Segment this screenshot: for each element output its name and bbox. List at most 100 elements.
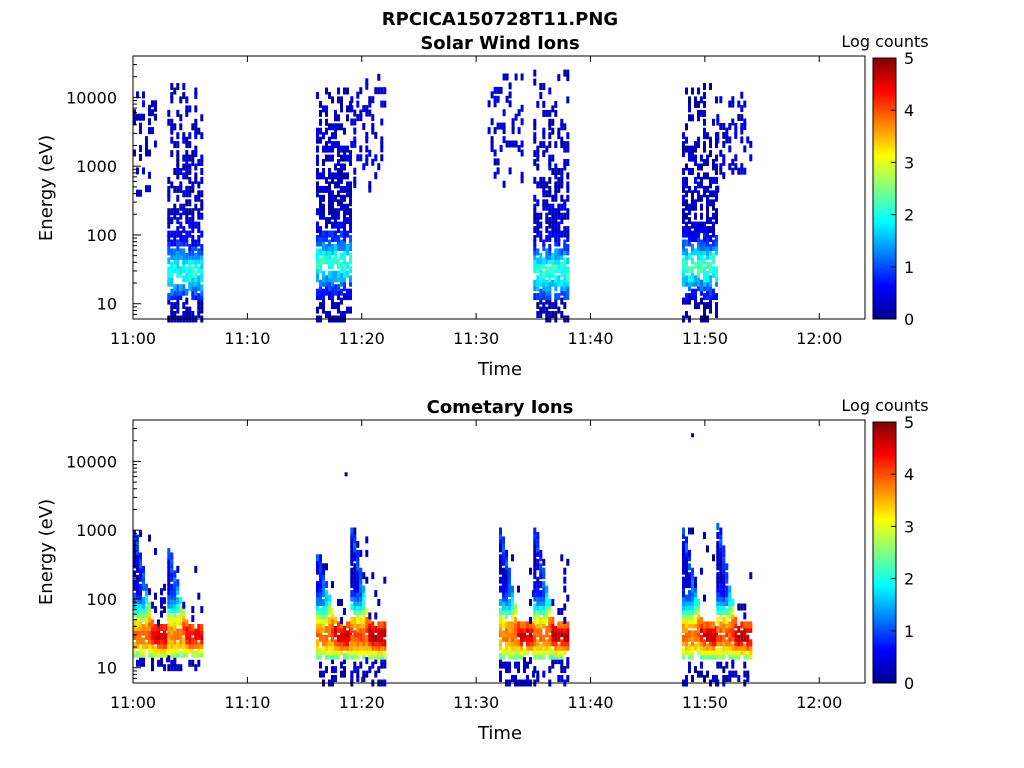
solar-wind-cell bbox=[700, 248, 703, 256]
cometary-cell bbox=[173, 579, 177, 587]
cometary-cell bbox=[170, 588, 174, 596]
cometary-cell bbox=[722, 608, 726, 615]
cometary-cell bbox=[337, 643, 340, 651]
solar-wind-cell bbox=[542, 109, 546, 117]
cometary-cell bbox=[167, 641, 171, 649]
solar-wind-cell bbox=[331, 288, 334, 296]
cometary-cell bbox=[539, 549, 543, 557]
solar-wind-cell bbox=[325, 279, 328, 287]
solar-wind-cell bbox=[316, 275, 319, 283]
solar-wind-cell bbox=[694, 100, 697, 108]
cometary-cell bbox=[173, 624, 177, 631]
cometary-cell bbox=[511, 599, 514, 606]
solar-wind-cell bbox=[728, 145, 732, 153]
cometary-cell bbox=[557, 652, 561, 660]
solar-wind-cell bbox=[340, 279, 343, 287]
cometary-cell bbox=[142, 583, 145, 591]
cometary-cell bbox=[359, 608, 363, 615]
cometary-cell bbox=[719, 536, 723, 544]
solar-wind-cell bbox=[715, 244, 718, 251]
cometary-cell bbox=[350, 576, 354, 584]
solar-wind-cell bbox=[343, 284, 346, 292]
cometary-cell bbox=[136, 632, 139, 640]
solar-wind-cell bbox=[548, 159, 552, 166]
solar-wind-cell bbox=[173, 235, 177, 242]
cometary-plot-frame bbox=[132, 419, 866, 684]
solar-wind-cell bbox=[542, 190, 546, 198]
solar-wind-cell bbox=[542, 261, 546, 269]
solar-wind-cell bbox=[365, 158, 369, 166]
solar-wind-cell bbox=[709, 176, 712, 184]
solar-wind-cell bbox=[173, 185, 177, 193]
solar-wind-cell bbox=[191, 221, 195, 229]
cometary-cell bbox=[133, 561, 136, 569]
cometary-cell bbox=[743, 603, 747, 611]
solar-wind-cell bbox=[560, 136, 564, 144]
cometary-cell bbox=[712, 675, 715, 682]
cometary-cell bbox=[731, 648, 735, 656]
solar-wind-cell bbox=[200, 248, 204, 256]
solar-wind-x-tick-label: 11:10 bbox=[224, 329, 270, 348]
cometary-cell bbox=[548, 603, 552, 611]
cometary-cell bbox=[148, 632, 151, 640]
solar-wind-cell bbox=[362, 163, 366, 171]
solar-wind-cell bbox=[349, 199, 352, 207]
solar-wind-cell bbox=[197, 226, 201, 234]
cometary-cell bbox=[502, 599, 505, 606]
solar-wind-cell bbox=[185, 288, 189, 296]
cometary-cell bbox=[142, 628, 145, 636]
cometary-cell bbox=[712, 639, 715, 647]
cometary-cell bbox=[337, 621, 340, 629]
cometary-cell bbox=[694, 666, 697, 674]
solar-wind-cell bbox=[545, 145, 549, 153]
solar-wind-cell bbox=[709, 244, 712, 251]
cometary-cell bbox=[331, 581, 334, 589]
solar-wind-cell bbox=[706, 230, 709, 238]
cometary-cell bbox=[139, 601, 142, 609]
cometary-cell bbox=[508, 585, 511, 593]
solar-wind-cell bbox=[365, 131, 369, 139]
cometary-cell bbox=[188, 659, 192, 667]
solar-wind-cell bbox=[188, 257, 192, 265]
solar-wind-cell bbox=[688, 252, 691, 260]
cometary-cell bbox=[502, 603, 505, 611]
cometary-cell bbox=[499, 527, 502, 535]
solar-wind-cell bbox=[703, 257, 706, 265]
cometary-cell bbox=[557, 625, 561, 633]
cometary-cell bbox=[526, 625, 529, 633]
cometary-cell bbox=[545, 608, 549, 615]
cometary-cell bbox=[719, 594, 723, 602]
solar-wind-cell bbox=[517, 127, 521, 135]
solar-wind-cell bbox=[197, 235, 201, 242]
cometary-cell bbox=[716, 625, 720, 633]
cometary-cell bbox=[691, 581, 694, 589]
solar-wind-cell bbox=[368, 100, 372, 108]
solar-wind-cell bbox=[188, 248, 192, 256]
solar-wind-cell bbox=[551, 261, 555, 269]
cometary-cell bbox=[368, 625, 372, 633]
cometary-cell bbox=[539, 630, 543, 638]
cometary-cell bbox=[337, 599, 340, 606]
cometary-cell bbox=[514, 634, 517, 642]
solar-wind-cell bbox=[697, 109, 700, 117]
cometary-cell bbox=[700, 648, 703, 656]
cometary-cell bbox=[179, 628, 183, 636]
solar-wind-cell bbox=[197, 257, 201, 265]
cometary-cell bbox=[191, 628, 195, 636]
solar-wind-cell bbox=[362, 105, 366, 113]
solar-wind-cell bbox=[706, 293, 709, 301]
cometary-cell bbox=[734, 648, 738, 656]
cometary-cell bbox=[157, 650, 160, 658]
solar-wind-cell bbox=[712, 212, 715, 220]
cometary-cell bbox=[374, 634, 378, 642]
solar-wind-x-tick-label: 11:30 bbox=[453, 329, 499, 348]
solar-wind-cell bbox=[197, 284, 201, 292]
solar-wind-cell bbox=[194, 275, 198, 283]
cometary-cell bbox=[148, 534, 151, 542]
solar-wind-cell bbox=[685, 261, 688, 269]
cometary-cell bbox=[709, 625, 712, 633]
cometary-cell bbox=[539, 608, 543, 615]
solar-wind-cell bbox=[688, 185, 691, 193]
cometary-cell bbox=[551, 652, 555, 660]
